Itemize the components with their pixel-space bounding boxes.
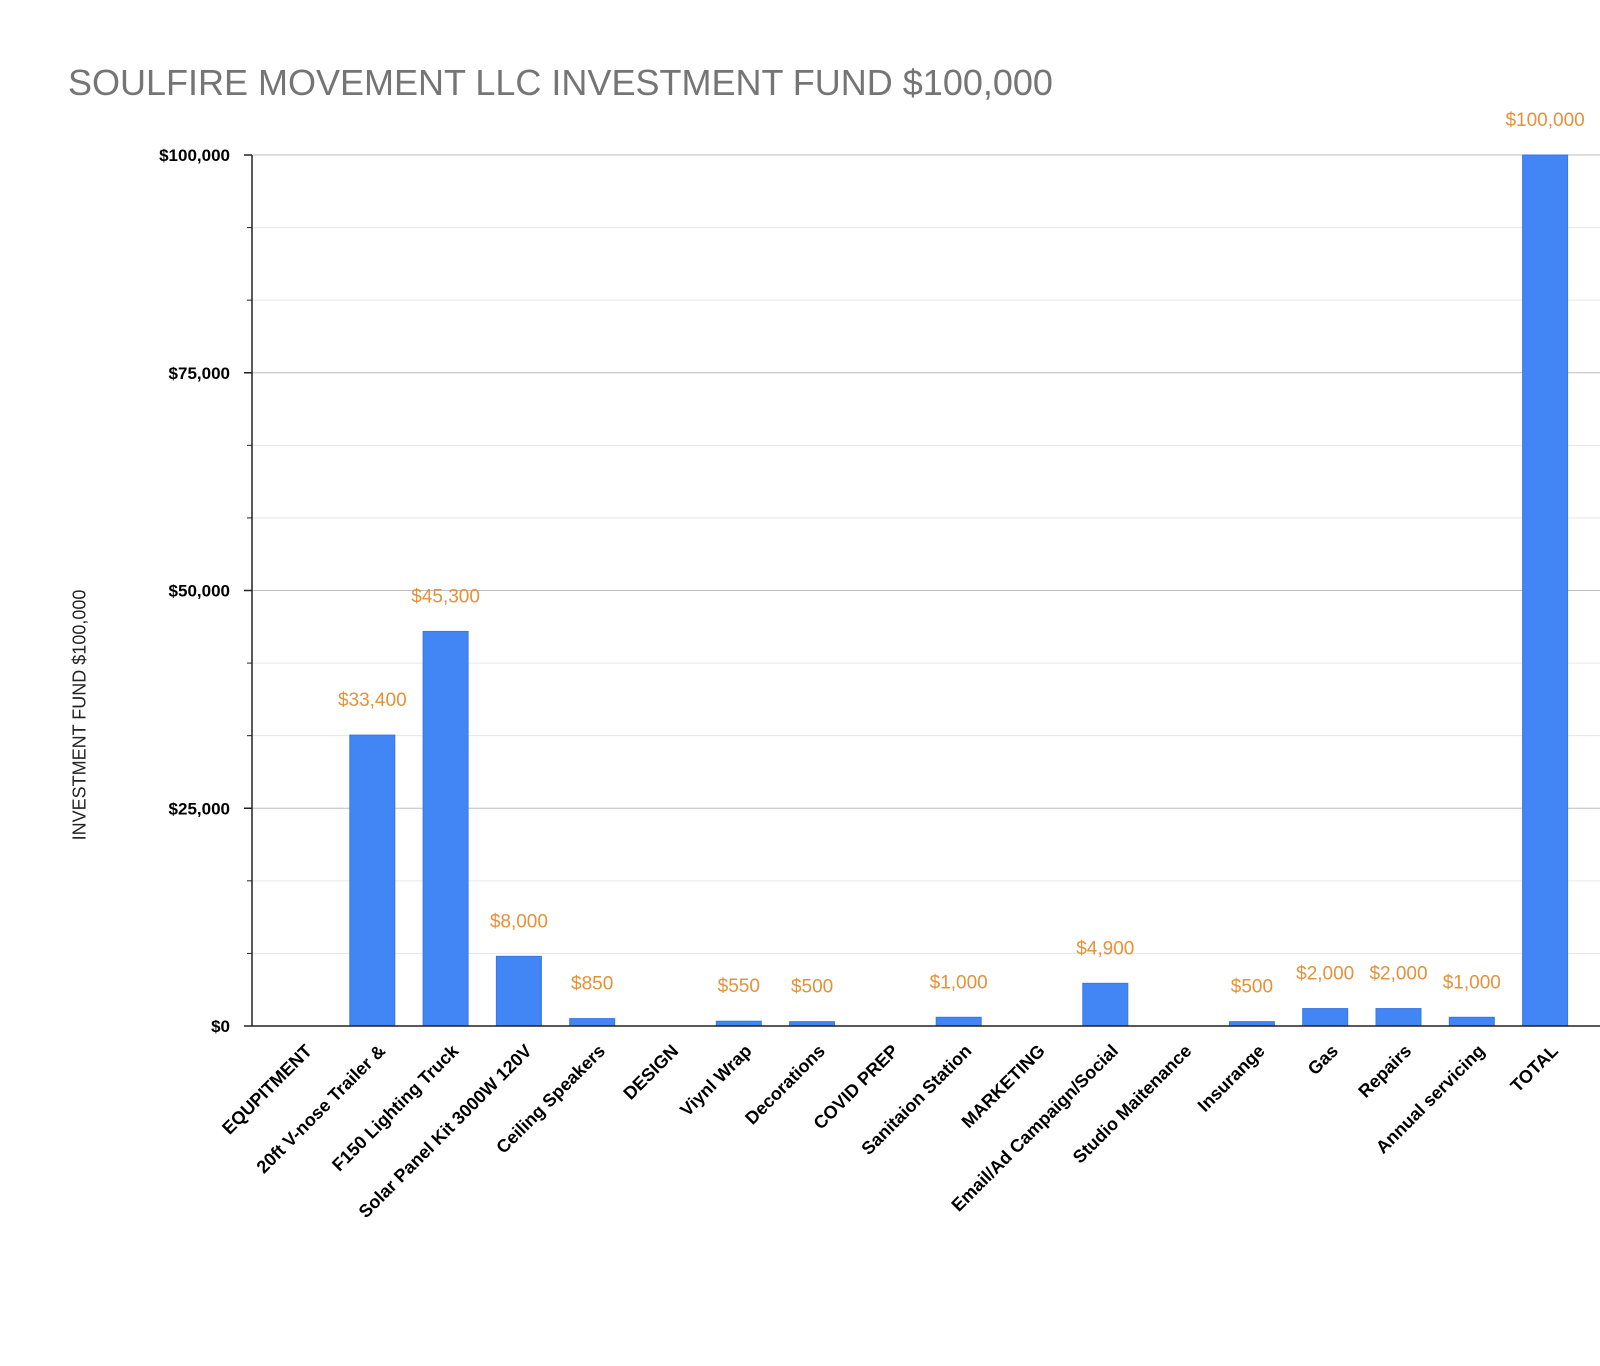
data-label: $100,000 [1505, 110, 1584, 131]
data-label: $8,000 [490, 911, 548, 932]
y-tick-label: $75,000 [169, 364, 230, 383]
bar [422, 630, 469, 1027]
x-tick-label: Insurange [1194, 1041, 1269, 1116]
x-tick-label: Viynl Wrap [676, 1041, 755, 1120]
data-label: $1,000 [930, 972, 988, 993]
data-label: $4,900 [1076, 938, 1134, 959]
bar [1448, 1016, 1495, 1027]
bar [569, 1018, 616, 1027]
data-label: $1,000 [1443, 972, 1501, 993]
y-tick-label: $100,000 [159, 146, 230, 165]
bar [349, 734, 396, 1027]
x-tick-label: 20ft V-nose Trailer & [253, 1041, 390, 1178]
data-label: $500 [1231, 977, 1273, 998]
x-tick-label: TOTAL [1507, 1041, 1562, 1096]
data-label: $33,400 [338, 690, 407, 711]
x-tick-label: Repairs [1354, 1041, 1415, 1102]
bar [1375, 1008, 1422, 1027]
bar [495, 955, 542, 1027]
chart-title: SOULFIRE MOVEMENT LLC INVESTMENT FUND $1… [68, 62, 1053, 103]
data-label: $45,300 [411, 586, 480, 607]
data-label: $2,000 [1296, 964, 1354, 985]
x-tick-label: F150 Lighting Truck [328, 1040, 463, 1175]
bar [1082, 982, 1129, 1027]
data-label: $850 [571, 974, 613, 995]
y-tick-label: $50,000 [169, 582, 230, 601]
bar [1302, 1008, 1349, 1027]
bar [935, 1016, 982, 1027]
data-label: $2,000 [1369, 964, 1427, 985]
data-label: $500 [791, 977, 833, 998]
x-tick-label: DESIGN [619, 1041, 682, 1104]
data-label: $550 [718, 976, 760, 997]
bar [1522, 154, 1569, 1027]
y-tick-label: $0 [211, 1017, 230, 1036]
x-tick-label: Gas [1304, 1041, 1342, 1079]
y-tick-label: $25,000 [169, 799, 230, 818]
